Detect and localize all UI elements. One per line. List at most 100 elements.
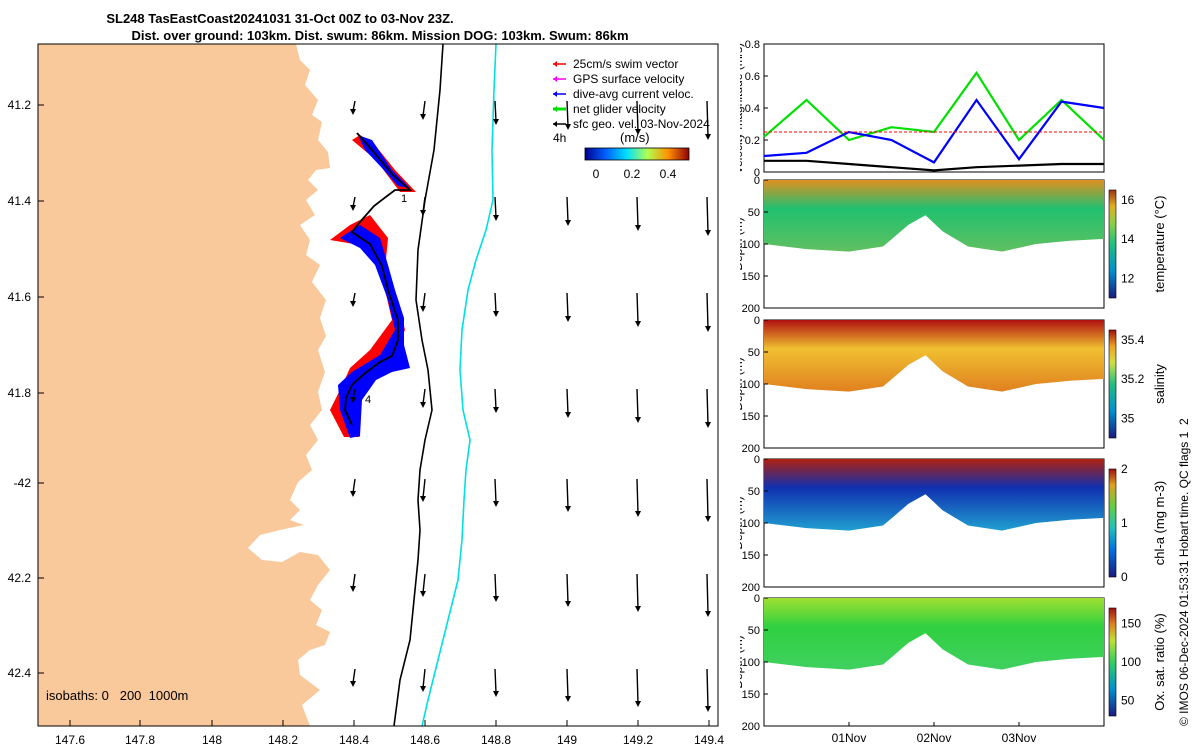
depth-tick-label: 100 (742, 379, 760, 391)
legend-arrowhead (553, 121, 557, 127)
sfc-vector-head (420, 591, 426, 597)
sfc-vector (422, 478, 426, 499)
track-marker-start: 1 (401, 193, 407, 205)
colorbar-tick-label: 0 (1121, 570, 1128, 584)
sfc-vector-head (705, 230, 711, 236)
lon-tick-label: 147.6 (55, 733, 85, 747)
dive-avg-swath (338, 135, 410, 438)
sfc-vector-head (635, 225, 641, 231)
sfc-vector (494, 478, 497, 504)
velocity-ylabel: velocity magnitude (m/s) (740, 43, 745, 173)
colorbar-tick-label: 50 (1121, 694, 1135, 708)
lon-tick-label: 149 (557, 733, 577, 747)
sfc-vector-head (350, 397, 356, 403)
colorbar-tick-label: 35.4 (1121, 333, 1145, 347)
lat-tick-label: 41.4 (8, 194, 32, 208)
sfc-vector-head (350, 681, 356, 687)
sfc-vector-head (705, 134, 711, 140)
depth-tick-label: 50 (748, 207, 760, 219)
depth-tick-label: 150 (742, 271, 760, 283)
depth-tick-label: 0 (754, 175, 760, 187)
time-tick-label: 02Nov (917, 731, 952, 745)
depth-tick-label: 100 (742, 518, 760, 530)
sfc-vector-head (420, 210, 426, 216)
sfc-vector-head (493, 501, 499, 507)
sfc-vector (494, 388, 497, 410)
legend-label: dive-avg current veloc. (573, 87, 694, 101)
velocity-ytick-label: 0.2 (745, 135, 760, 147)
sfc-vector (636, 478, 639, 514)
heatmap-colorbar (1108, 468, 1117, 578)
heatmap-field (764, 180, 1104, 252)
sfc-vector-head (420, 686, 426, 692)
sfc-vector (494, 292, 497, 314)
heatmap-colorbar (1108, 189, 1117, 299)
sfc-vector (706, 668, 709, 709)
sfc-vector-head (420, 114, 426, 120)
sfc-vector-head (350, 491, 356, 497)
time-tick-label: 01Nov (832, 731, 867, 745)
title-line-1: SL248 TasEastCoast20241031 31-Oct 00Z to… (106, 11, 454, 26)
map-frame (37, 43, 719, 727)
colorbar-label: Ox. sat. ratio (%) (1152, 613, 1167, 711)
lat-tick-label: 41.8 (8, 386, 32, 400)
sfc-vector-head (420, 402, 426, 408)
sfc-vector-head (350, 109, 356, 115)
sfc-vector-head (565, 124, 571, 130)
heatmap-field (764, 459, 1104, 531)
depth-ylabel: Depth (m) (740, 357, 745, 410)
sfc-vector (494, 196, 497, 218)
sfc-vector-head (635, 321, 641, 327)
isobath-note: isobaths: 0 200 1000m (46, 688, 188, 703)
sfc-vector-head (565, 601, 571, 607)
depth-tick-label: 0 (754, 454, 760, 466)
sfc-vector-head (565, 506, 571, 512)
sfc-vector (636, 292, 639, 324)
sfc-vector (422, 573, 426, 594)
depth-tick-label: 200 (742, 582, 760, 594)
sfc-vector (706, 478, 709, 519)
sfc-vector-head (635, 511, 641, 517)
colorbar-tick-label: 35 (1121, 411, 1135, 425)
sfc-vector-head (705, 706, 711, 712)
depth-ylabel: Depth (m) (740, 635, 745, 688)
sfc-vector-head (705, 422, 711, 428)
depth-tick-label: 50 (748, 625, 760, 637)
sfc-vector (636, 196, 639, 228)
track-marker-end: 4 (365, 394, 371, 406)
sfc-vector (636, 388, 639, 420)
legend-arrowhead (553, 106, 557, 112)
isobath-200m (393, 44, 444, 726)
colorbar-label: chl-a (mg m-3) (1152, 481, 1167, 566)
sfc-vector (352, 668, 356, 684)
depth-tick-label: 0 (754, 315, 760, 327)
colorbar-tick-2: 0.4 (660, 167, 677, 181)
sfc-vector (566, 478, 569, 509)
lon-tick-label: 148.2 (268, 733, 298, 747)
sfc-vector-head (635, 606, 641, 612)
velocity-series-line (764, 159, 1104, 172)
lon-tick-label: 148.8 (481, 733, 511, 747)
depth-tick-label: 200 (742, 721, 760, 733)
sfc-vector (566, 100, 569, 127)
legend-label: sfc geo. vel. 03-Nov-2024 (573, 117, 710, 131)
sfc-vector-head (493, 215, 499, 221)
swim-swath (330, 135, 416, 437)
sfc-vector-head (565, 220, 571, 226)
depth-tick-label: 200 (742, 443, 760, 455)
title-line-2: Dist. over ground: 103km. Dist. swum: 86… (131, 28, 629, 43)
colorbar-label: salinity (1152, 364, 1167, 404)
velocity-series-line (763, 98, 1105, 164)
time-tick-label: 03Nov (1002, 731, 1037, 745)
sfc-vector (706, 388, 709, 425)
depth-ylabel: Depth (m) (740, 496, 745, 549)
legend-arrowhead (553, 76, 557, 82)
sfc-vector-head (350, 301, 356, 307)
legend-arrowhead (553, 61, 557, 67)
interval-label: 4h (553, 131, 566, 145)
lon-tick-label: 148.4 (339, 733, 369, 747)
sfc-vector-head (493, 691, 499, 697)
sfc-vector-head (350, 205, 356, 211)
